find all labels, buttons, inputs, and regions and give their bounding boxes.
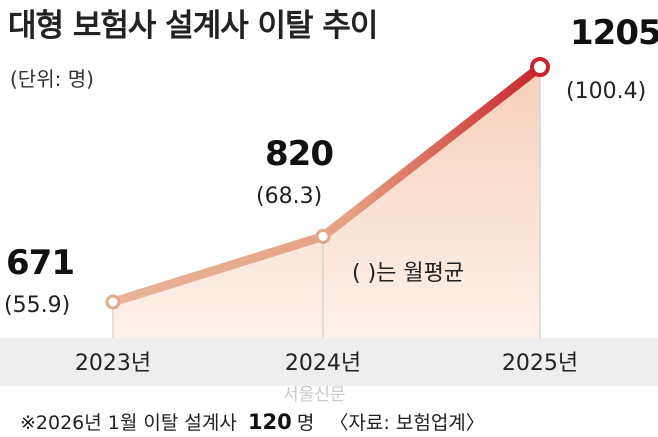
value-label: 820 (265, 134, 333, 174)
monthly-average-label: (100.4) (566, 79, 646, 104)
x-tick-label: 2024년 (285, 351, 361, 376)
x-axis-band (0, 338, 658, 386)
footnote-value: 120 (248, 410, 292, 434)
data-point-2025년 (530, 57, 550, 77)
value-labels: 671 820 1205 (6, 13, 658, 283)
value-label: 1205 (570, 13, 658, 53)
value-label: 671 (6, 243, 74, 283)
x-tick-label: 2023년 (75, 351, 151, 376)
data-point-2023년 (105, 294, 121, 310)
x-tick-labels: 2023년 2024년 2025년 (75, 351, 578, 376)
data-point-2024년 (315, 228, 331, 244)
chart-title: 대형 보험사 설계사 이탈 추이 (8, 8, 377, 44)
monthly-average-label: (55.9) (4, 293, 70, 318)
monthly-average-labels: (55.9) (68.3) (100.4) (4, 79, 646, 318)
footnote: ※2026년 1월 이탈 설계사 120 명 〈자료: 보험업계〉 (20, 410, 485, 434)
footnote-suffix: 명 (297, 412, 314, 434)
footnote-prefix: ※2026년 1월 이탈 설계사 (20, 412, 237, 434)
x-tick-label: 2025년 (502, 351, 578, 376)
monthly-average-label: (68.3) (256, 184, 322, 209)
data-markers (105, 57, 550, 310)
area-fill (113, 67, 540, 338)
watermark: 서울신문 (283, 385, 346, 405)
legend-note: ( )는 월평균 (352, 261, 464, 286)
unit-note: (단위: 명) (10, 67, 94, 91)
footnote-source: 〈자료: 보험업계〉 (329, 412, 484, 434)
